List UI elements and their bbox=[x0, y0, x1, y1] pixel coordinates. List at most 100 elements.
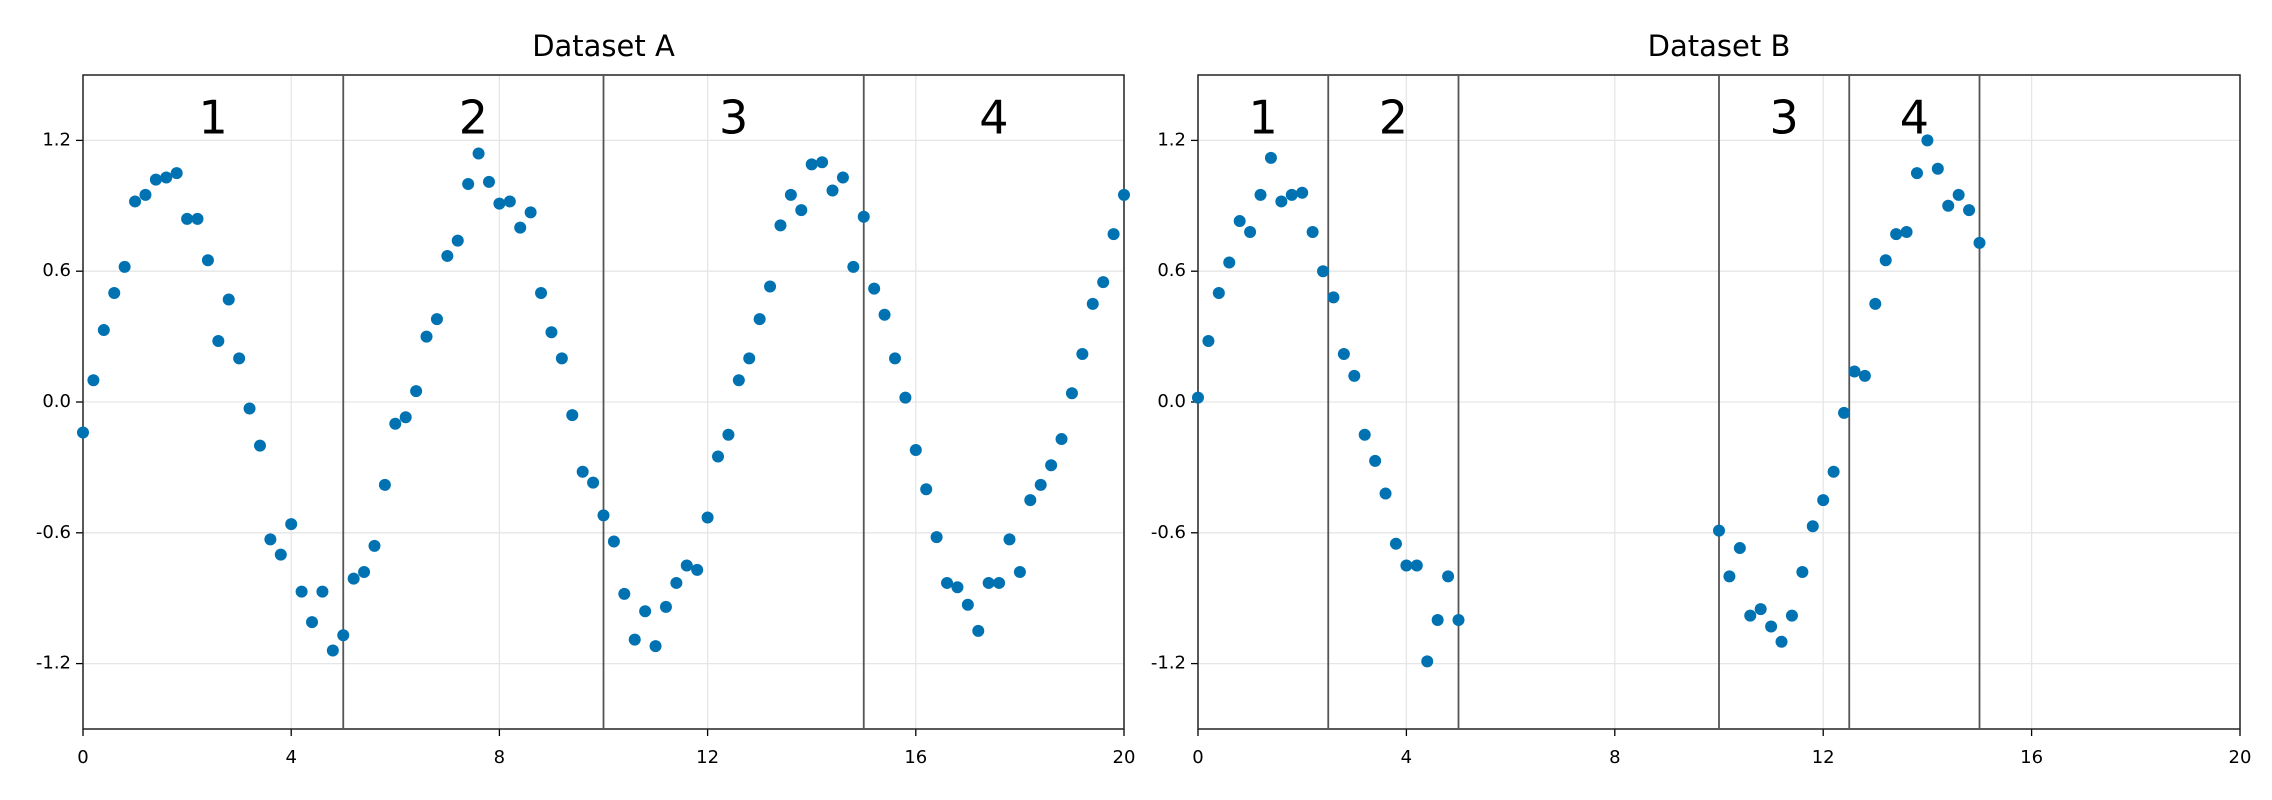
data-point bbox=[191, 212, 204, 225]
data-point bbox=[961, 598, 974, 611]
data-point bbox=[628, 633, 641, 646]
region-label: 1 bbox=[1248, 91, 1277, 145]
data-point bbox=[326, 644, 339, 657]
x-tick-label: 12 bbox=[1812, 747, 1835, 768]
data-point bbox=[181, 212, 194, 225]
data-point bbox=[1358, 428, 1371, 441]
data-point bbox=[1086, 297, 1099, 310]
data-point bbox=[847, 260, 860, 273]
data-point bbox=[274, 548, 287, 561]
data-point bbox=[1869, 297, 1882, 310]
data-point bbox=[1202, 334, 1215, 347]
data-point bbox=[1107, 228, 1120, 241]
data-point bbox=[753, 313, 766, 326]
data-point bbox=[1775, 635, 1788, 648]
data-point bbox=[378, 478, 391, 491]
data-point bbox=[1254, 188, 1267, 201]
data-point bbox=[1963, 204, 1976, 217]
data-point bbox=[1013, 566, 1026, 579]
data-point bbox=[170, 167, 183, 180]
x-tick-label: 12 bbox=[696, 747, 719, 768]
data-point bbox=[1264, 151, 1277, 164]
data-point bbox=[795, 204, 808, 217]
x-tick-label: 20 bbox=[1113, 747, 1136, 768]
data-point bbox=[1003, 533, 1016, 546]
data-point bbox=[993, 576, 1006, 589]
data-point bbox=[1337, 348, 1350, 361]
data-point bbox=[462, 178, 475, 190]
data-point bbox=[899, 391, 912, 404]
data-point bbox=[868, 282, 881, 295]
data-point bbox=[1827, 465, 1840, 478]
data-point bbox=[358, 566, 371, 579]
region-label: 1 bbox=[198, 91, 227, 145]
data-point bbox=[1317, 265, 1330, 278]
data-point bbox=[306, 616, 319, 629]
data-point bbox=[1900, 225, 1913, 238]
data-point bbox=[857, 210, 870, 223]
data-point bbox=[295, 585, 308, 598]
data-point bbox=[1410, 559, 1423, 572]
data-point bbox=[1713, 524, 1725, 537]
data-point bbox=[639, 605, 652, 618]
data-point bbox=[1379, 487, 1392, 500]
data-point bbox=[264, 533, 277, 546]
y-tick-label: 0.0 bbox=[42, 391, 71, 412]
y-tick-label: 1.2 bbox=[1157, 129, 1186, 150]
data-point bbox=[607, 535, 620, 548]
data-point bbox=[920, 483, 933, 496]
data-point bbox=[1369, 454, 1382, 467]
data-point bbox=[410, 385, 423, 398]
data-point bbox=[1223, 256, 1236, 269]
data-point bbox=[1806, 520, 1819, 533]
data-point bbox=[982, 576, 995, 589]
data-point bbox=[430, 313, 443, 326]
data-point bbox=[1785, 609, 1798, 622]
y-tick-label: 1.2 bbox=[42, 129, 71, 150]
y-tick-label: 0.6 bbox=[42, 260, 71, 281]
data-point bbox=[129, 195, 142, 208]
region-label: 3 bbox=[1769, 91, 1798, 145]
data-point bbox=[87, 374, 100, 387]
data-point bbox=[1754, 603, 1767, 616]
data-point bbox=[399, 411, 412, 424]
data-point bbox=[212, 334, 225, 347]
data-point bbox=[1421, 655, 1434, 668]
data-point bbox=[1838, 406, 1851, 419]
data-point bbox=[722, 428, 735, 441]
data-point bbox=[691, 563, 704, 576]
data-point bbox=[1285, 188, 1298, 201]
data-point bbox=[503, 195, 516, 208]
data-point bbox=[1348, 369, 1361, 382]
y-tick-label: -1.2 bbox=[36, 653, 71, 674]
data-point bbox=[1034, 478, 1047, 491]
y-tick-label: -1.2 bbox=[1151, 653, 1186, 674]
data-point bbox=[118, 260, 131, 273]
data-point bbox=[1097, 276, 1110, 289]
data-point bbox=[1233, 215, 1246, 228]
data-point bbox=[1796, 566, 1809, 579]
data-point bbox=[805, 158, 818, 171]
data-point bbox=[576, 465, 589, 478]
data-point bbox=[160, 171, 173, 184]
chart-title: Dataset A bbox=[532, 29, 675, 63]
data-point bbox=[1817, 494, 1830, 507]
data-point bbox=[764, 280, 777, 293]
data-point bbox=[316, 585, 329, 598]
data-point bbox=[941, 576, 954, 589]
data-point bbox=[784, 188, 797, 201]
data-point bbox=[597, 509, 610, 522]
x-tick-label: 4 bbox=[1401, 747, 1412, 768]
data-point bbox=[816, 156, 829, 169]
data-point bbox=[566, 409, 579, 422]
data-point bbox=[649, 640, 662, 653]
x-tick-label: 20 bbox=[2229, 747, 2252, 768]
data-point bbox=[1744, 609, 1757, 622]
x-tick-label: 16 bbox=[904, 747, 927, 768]
data-point bbox=[77, 426, 89, 439]
data-point bbox=[774, 219, 787, 232]
chart-title: Dataset B bbox=[1648, 29, 1791, 63]
x-tick-label: 8 bbox=[1609, 747, 1620, 768]
data-point bbox=[451, 234, 464, 247]
